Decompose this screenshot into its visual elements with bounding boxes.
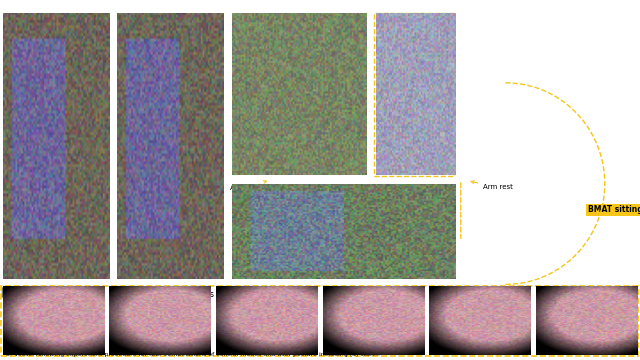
Text: BMAC sitting: BMAC sitting (245, 14, 301, 23)
Text: BMAT sitting: BMAT sitting (588, 205, 640, 214)
Text: BMAC standing: BMAC standing (16, 14, 82, 23)
Text: Target point: Target point (448, 330, 481, 347)
Text: Target point: Target point (560, 330, 593, 346)
Text: end point: end point (560, 292, 586, 310)
Text: Target point: Target point (234, 330, 266, 346)
Text: Secondary tool: Secondary tool (224, 296, 266, 319)
Text: Foot pedals: Foot pedals (35, 290, 80, 299)
Text: b: b (118, 14, 124, 23)
Text: Arm rest: Arm rest (471, 181, 513, 190)
Text: e: e (3, 288, 8, 297)
Text: Target point: Target point (16, 326, 61, 347)
Text: c: c (233, 14, 237, 23)
Text: 3: Vessel following experiment procedure for four combinations of control modes : 3: Vessel following experiment procedure… (6, 352, 380, 357)
Text: Primary tool: Primary tool (122, 296, 155, 319)
Text: Target point: Target point (128, 330, 161, 346)
Text: Start point: Start point (6, 312, 36, 337)
Text: Target point: Target point (349, 326, 381, 347)
Text: Arm rest: Arm rest (230, 181, 266, 191)
Text: BMAT standing: BMAT standing (130, 14, 195, 23)
Text: d: d (233, 185, 239, 194)
Text: a: a (4, 14, 9, 23)
Text: PHANTOM Omni robots: PHANTOM Omni robots (125, 290, 214, 299)
